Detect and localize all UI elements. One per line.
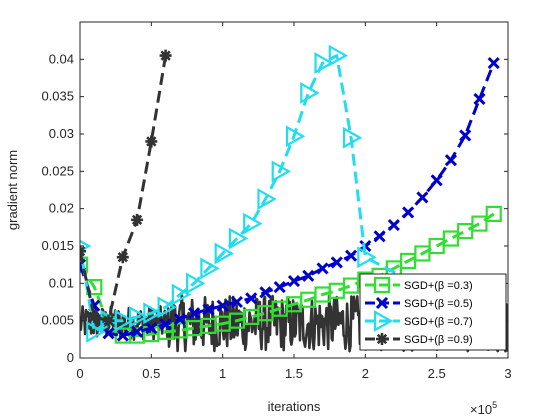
y-tick-label: 0.01 (49, 275, 74, 290)
series-point (145, 135, 158, 148)
series-point (102, 327, 115, 340)
series-point (316, 262, 329, 275)
x-tick-label: 1.5 (285, 366, 303, 381)
y-tick-label: 0.035 (41, 89, 74, 104)
y-tick-label: 0.015 (41, 238, 74, 253)
series-triangle-right (80, 44, 505, 343)
series-point (200, 257, 220, 280)
x-axis-label: iterations (268, 399, 321, 414)
series-point (430, 174, 443, 187)
y-axis-label: gradient norm (5, 150, 20, 230)
series-point (188, 307, 201, 320)
series-point (143, 302, 163, 325)
y-tick-label: 0.03 (49, 126, 74, 141)
series-point (328, 44, 349, 67)
series-point (373, 230, 386, 243)
series-point (88, 310, 101, 323)
series-point (259, 286, 272, 299)
svg-text:×105: ×105 (470, 400, 497, 417)
series-point (159, 318, 172, 331)
series-point (245, 292, 258, 305)
legend-label: SGD+(β =0.5) (404, 298, 473, 310)
series-point (230, 295, 243, 309)
axes-layer: 0 0.5 1 1.5 2 2.5 3 0 0.005 0.01 0.015 0.02 0.025 0.0… (41, 22, 512, 381)
series-point (485, 205, 502, 222)
series-point (116, 329, 129, 342)
series-point (330, 256, 343, 269)
x-axis-exponent: ×105 (470, 400, 497, 417)
y-tick-label: 0.005 (41, 313, 74, 328)
series-point (228, 227, 249, 250)
legend-swatch-marker (375, 296, 389, 310)
series-point (444, 154, 457, 167)
x-exponent-base: ×10 (470, 402, 492, 417)
y-tick-label: 0.02 (49, 201, 74, 216)
legend: SGD+(β =0.3) SGD+(β =0.5) SGD+(β =0.7) SGD+… (359, 273, 507, 351)
series-point (216, 299, 229, 312)
series-point (473, 92, 486, 105)
y-tick-label: 0.025 (41, 163, 74, 178)
legend-swatch-marker (373, 310, 394, 332)
series-point (402, 206, 415, 219)
legend-item: SGD+(β =0.3) (365, 276, 473, 294)
legend-swatch-marker (373, 276, 391, 294)
series-point (145, 322, 158, 335)
series-point (202, 303, 215, 316)
legend-label: SGD+(β =0.7) (404, 316, 473, 328)
series-line (80, 212, 495, 338)
series-point (116, 251, 129, 264)
legend-label: SGD+(β =0.3) (404, 280, 473, 292)
legend-swatch-marker (376, 333, 388, 345)
series-point (487, 57, 500, 70)
x-tick-label: 2 (362, 366, 369, 381)
x-tick-label: 2.5 (428, 366, 446, 381)
series-point (186, 272, 206, 295)
y-tick-label: 0.04 (49, 51, 74, 66)
series-point (300, 82, 320, 104)
series-point (173, 313, 186, 326)
x-tick-label: 1 (219, 366, 226, 381)
series-point (114, 309, 135, 332)
series-point (273, 281, 286, 294)
series-point (416, 191, 429, 204)
legend-item: SGD+(β =0.5) (365, 296, 473, 310)
series-point (159, 49, 172, 62)
x-tick-label: 0 (76, 366, 83, 381)
series-point (387, 219, 400, 232)
series-point (345, 249, 358, 262)
series-point (86, 320, 106, 343)
series-point (80, 256, 89, 273)
series-point (102, 314, 115, 327)
series-point (459, 129, 472, 142)
series-point (342, 126, 363, 149)
series-point (287, 275, 301, 288)
legend-label: SGD+(β =0.9) (404, 334, 473, 346)
series-point (131, 213, 144, 226)
series-point (214, 242, 234, 265)
x-tick-label: 3 (504, 366, 511, 381)
series-point (243, 212, 263, 235)
y-tick-label: 0 (67, 350, 74, 365)
series-point (302, 269, 315, 282)
series-point (471, 215, 488, 232)
series-point (257, 188, 277, 210)
x-tick-label: 0.5 (142, 366, 160, 381)
legend-item: SGD+(β =0.7) (365, 310, 473, 332)
series-point (357, 246, 377, 269)
series-point (285, 125, 306, 148)
series-point (314, 52, 334, 74)
series-point (131, 325, 144, 338)
x-exponent-power: 5 (492, 400, 497, 410)
series-point (171, 283, 192, 306)
series-point (128, 306, 149, 328)
series-layer (80, 44, 505, 344)
series-point (271, 160, 291, 183)
series-asterisk (80, 49, 172, 327)
legend-item: SGD+(β =0.9) (365, 333, 473, 346)
series-point (157, 296, 177, 319)
